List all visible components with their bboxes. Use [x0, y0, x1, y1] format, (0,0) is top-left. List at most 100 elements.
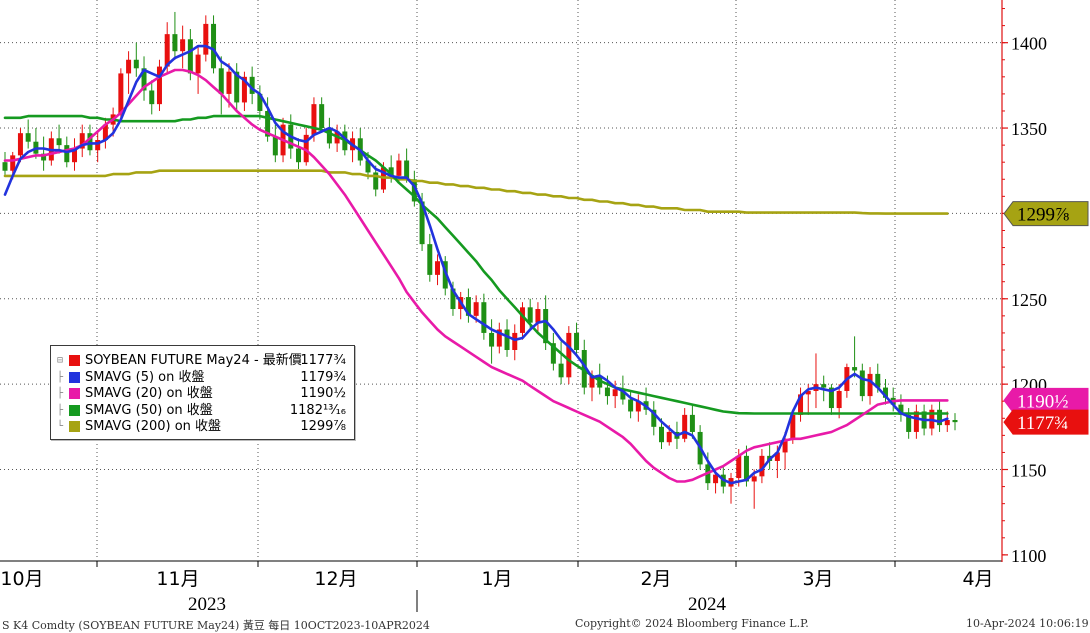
- candle-body: [875, 373, 881, 388]
- candle-body: [937, 409, 943, 426]
- candle-body: [411, 179, 417, 202]
- candle-body: [272, 136, 278, 156]
- candle-body: [821, 384, 827, 388]
- candle-body: [10, 155, 16, 171]
- x-month-label: 10月: [0, 568, 43, 590]
- legend-value: 1177¾: [300, 353, 346, 368]
- candle-body: [581, 350, 587, 388]
- candle-body: [64, 145, 70, 163]
- price-tag-last: [1003, 409, 1089, 435]
- legend-label: SMAVG (50) on 收盤: [85, 402, 213, 418]
- candle-body: [759, 455, 765, 477]
- legend-entry: └ SMAVG (200) on 收盤 1299⅞: [51, 418, 354, 435]
- footer-copyright: Copyright© 2024 Bloomberg Finance L.P.: [575, 617, 809, 630]
- candle-body: [319, 104, 325, 129]
- legend-tree-icon: ⊟: [57, 355, 64, 366]
- legend-value: 1190½: [300, 386, 346, 401]
- candle-body: [774, 452, 780, 461]
- legend-swatch: [69, 421, 80, 432]
- legend-value: 1179¾: [300, 369, 346, 385]
- legend-swatch: [69, 388, 80, 399]
- legend-entry: ├ SMAVG (50) on 收盤 1182¹³⁄₁₆: [51, 402, 354, 419]
- legend-label: SMAVG (5) on 收盤: [85, 369, 205, 385]
- candle-body: [666, 431, 672, 443]
- price-tag-label: 1299⅞: [1017, 205, 1069, 226]
- legend-value: 1182¹³⁄₁₆: [289, 402, 346, 418]
- sma20-line: [3, 68, 949, 483]
- legend-entry: ├ SMAVG (5) on 收盤 1179¾: [51, 369, 354, 386]
- legend-swatch: [69, 371, 80, 383]
- candle-body: [689, 414, 695, 432]
- y-axis: 1100115012001250130013501400: [1001, 0, 1047, 566]
- candle-body: [852, 367, 858, 371]
- candle-body: [450, 288, 456, 310]
- grid-lines: [0, 0, 1002, 560]
- candle-body: [180, 39, 186, 52]
- legend-label: SOYBEAN FUTURE May24 - 最新價: [85, 353, 302, 368]
- sma5-line: [3, 44, 949, 485]
- candle-body: [659, 426, 665, 443]
- candle-body: [396, 160, 402, 176]
- candle-body: [859, 370, 865, 397]
- candle-body: [218, 68, 224, 94]
- candle-body: [489, 332, 495, 347]
- y-tick-label: 1350: [1011, 119, 1047, 139]
- candle-body: [41, 153, 47, 161]
- candle-body: [805, 390, 811, 395]
- candle-body: [496, 329, 502, 347]
- candle-body: [519, 307, 525, 333]
- candle-body: [17, 133, 23, 156]
- x-month-label: 11月: [156, 568, 199, 590]
- x-month-label: 3月: [802, 568, 833, 590]
- sma200-line: [3, 169, 949, 215]
- legend-tree-icon: ├: [57, 371, 64, 383]
- candle-body: [141, 68, 147, 91]
- candle-body: [558, 363, 564, 378]
- candle-body: [952, 420, 958, 423]
- candle-body: [303, 134, 309, 163]
- price-tag-label: 1177¾: [1017, 413, 1069, 434]
- legend-label: SMAVG (20) on 收盤: [85, 386, 213, 401]
- y-tick-label: 1400: [1011, 34, 1047, 54]
- candle-body: [867, 373, 873, 397]
- candle-body: [211, 23, 217, 69]
- candle-body: [682, 414, 688, 439]
- candle-body: [882, 387, 888, 398]
- candle-body: [527, 307, 533, 323]
- legend-entry: ⊟ SOYBEAN FUTURE May24 - 最新價 1177¾: [51, 352, 354, 369]
- candle-body: [295, 148, 301, 163]
- price-tag-sma200: [1003, 201, 1089, 227]
- candle-body: [427, 244, 433, 275]
- candle-body: [465, 297, 471, 316]
- candle-body: [635, 401, 641, 412]
- candle-body: [782, 438, 788, 453]
- candle-body: [156, 66, 162, 105]
- candle-body: [126, 59, 132, 74]
- candle-body: [566, 332, 572, 378]
- candle-body: [574, 332, 580, 350]
- candle-body: [265, 110, 271, 137]
- y-tick-label: 1100: [1011, 546, 1046, 566]
- price-tag-label: 1190½: [1017, 391, 1069, 412]
- legend-swatch: [69, 355, 80, 366]
- x-month-label: 2月: [640, 568, 671, 590]
- candle-body: [133, 59, 139, 69]
- candle-body: [87, 133, 93, 151]
- candle-body: [612, 389, 618, 397]
- candle-body: [550, 343, 556, 364]
- legend-tree-icon: ├: [57, 404, 64, 416]
- x-year-label: 2023: [188, 594, 226, 615]
- candle-body: [164, 34, 170, 67]
- moving-average-lines: [3, 44, 949, 485]
- candle-body: [311, 104, 317, 135]
- candle-body: [241, 76, 247, 103]
- candle-body: [102, 124, 108, 140]
- candle-body: [326, 128, 332, 144]
- candle-body: [404, 160, 410, 180]
- y-tick-label: 1250: [1011, 290, 1047, 310]
- legend-value: 1299⅞: [300, 419, 346, 434]
- candle-body: [187, 39, 193, 74]
- candle-body: [373, 172, 379, 190]
